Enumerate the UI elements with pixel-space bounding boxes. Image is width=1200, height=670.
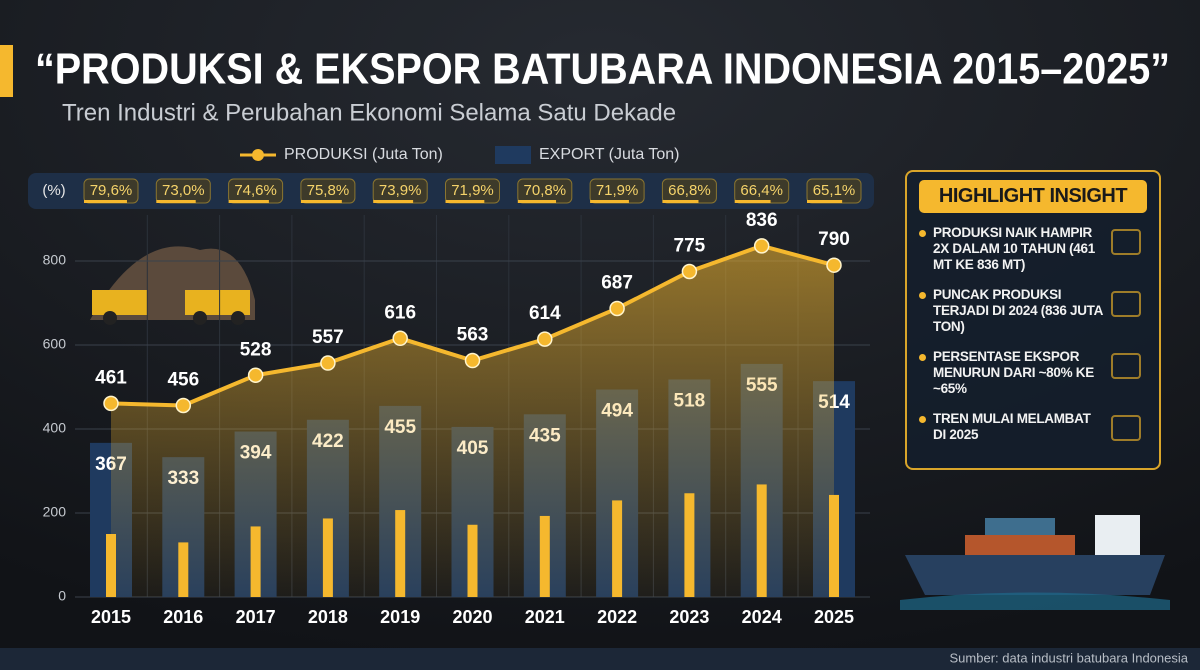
production-point (826, 257, 842, 273)
x-tick-label: 2017 (236, 607, 276, 627)
y-tick-label: 0 (58, 588, 66, 604)
accent-bar (0, 45, 13, 97)
plot: 0 200 400 600 800 79,6% 73,0% 74,6% 75,8% 73,9% 71… (43, 178, 870, 627)
source: Sumber: data industri batubara Indonesia (950, 650, 1189, 665)
production-value: 775 (674, 236, 706, 257)
share-value: 66,4% (740, 182, 783, 199)
share-value: 71,9% (596, 182, 639, 199)
share-fill (156, 200, 196, 203)
share-fill (734, 200, 771, 203)
ship (900, 515, 1170, 610)
highlight-list: PRODUKSI NAIK HAMPIR 2X DALAM 10 TAHUN (… (919, 225, 1147, 443)
production-value: 790 (818, 229, 850, 250)
share-fill (84, 200, 127, 203)
share-fill (590, 200, 629, 203)
share-fill (662, 200, 699, 203)
legend-dot (252, 149, 264, 161)
y-tick-label: 200 (43, 504, 67, 520)
x-tick-label: 2024 (742, 607, 782, 627)
share-value: 65,1% (813, 182, 856, 199)
share-fill (445, 200, 485, 203)
production-point (392, 330, 408, 347)
y-tick-label: 400 (43, 420, 67, 436)
highlight-item: TREN MULAI MELAMBAT DI 2025 (919, 411, 1147, 443)
production-point (609, 300, 625, 317)
y-tick-label: 800 (43, 252, 67, 268)
production-value: 456 (167, 369, 199, 390)
production-area (111, 245, 834, 597)
share-value: 71,9% (451, 182, 494, 199)
x-tick-label: 2016 (163, 607, 203, 627)
share-fill (228, 200, 269, 203)
footer-band (0, 648, 1200, 670)
production-point (175, 397, 192, 414)
share-value: 79,6% (90, 182, 133, 199)
share-fill (517, 200, 557, 203)
x-tick-label: 2021 (525, 607, 565, 627)
legend-label: PRODUKSI (Juta Ton) (284, 146, 443, 163)
production-value: 836 (746, 210, 778, 231)
x-tick-label: 2018 (308, 607, 348, 627)
production-value: 557 (312, 327, 344, 348)
production-point (103, 395, 119, 412)
production-value: 563 (457, 325, 489, 346)
x-tick-label: 2023 (669, 607, 709, 627)
highlight-title: HIGHLIGHT INSIGHT (919, 180, 1147, 213)
production-value: 614 (529, 303, 561, 324)
x-tick-label: 2015 (91, 607, 131, 627)
production-value: 528 (240, 339, 272, 360)
production-point (320, 355, 336, 371)
x-tick-label: 2022 (597, 607, 637, 627)
production-value: 616 (384, 302, 416, 323)
production-value: 461 (95, 367, 127, 388)
x-tick-label: 2025 (814, 607, 854, 627)
subtitle: Tren Industri & Perubahan Ekonomi Selama… (62, 99, 676, 126)
highlight-panel: HIGHLIGHT INSIGHT PRODUKSI NAIK HAMPIR 2… (905, 170, 1161, 470)
share-value: 70,8% (524, 182, 567, 199)
highlight-item: PERSENTASE EKSPOR MENURUN DARI ~80% KE ~… (919, 349, 1147, 397)
share-value: 75,8% (307, 182, 350, 199)
share-label: (%) (42, 182, 65, 199)
production-point (753, 238, 770, 254)
production-point (537, 331, 553, 347)
production-value: 687 (601, 272, 633, 293)
share-value: 73,0% (162, 182, 205, 199)
share-fill (373, 200, 414, 203)
production-point (247, 367, 264, 383)
production-point (681, 263, 698, 280)
mine-illustration (90, 246, 255, 325)
share-value: 73,9% (379, 182, 422, 199)
legend-swatch (495, 146, 531, 164)
share-fill (300, 200, 342, 203)
x-tick-label: 2019 (380, 607, 420, 627)
highlight-item: PRODUKSI NAIK HAMPIR 2X DALAM 10 TAHUN (… (919, 225, 1147, 273)
title: “PRODUKSI & EKSPOR BATUBARA INDONESIA 20… (35, 45, 1170, 94)
share-value: 74,6% (234, 182, 277, 199)
legend-label: EXPORT (Juta Ton) (539, 146, 680, 163)
share-value: 66,8% (668, 182, 711, 199)
x-tick-label: 2020 (452, 607, 492, 627)
share-fill (807, 200, 843, 203)
y-tick-label: 600 (43, 336, 67, 352)
production-point (464, 352, 481, 369)
highlight-item: PUNCAK PRODUKSI TERJADI DI 2024 (836 JUT… (919, 287, 1147, 335)
